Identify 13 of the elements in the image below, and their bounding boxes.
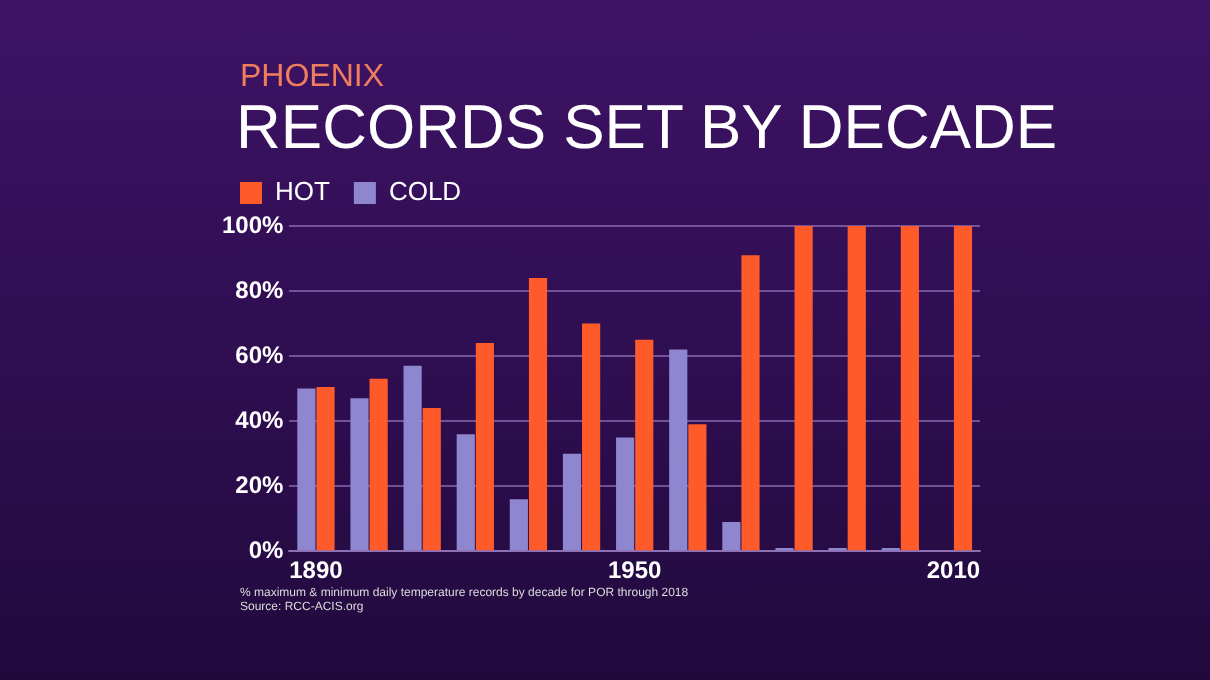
legend-label: HOT (275, 176, 330, 207)
x-tick-label: 1950 (607, 556, 663, 585)
y-tick-label: 0% (248, 535, 285, 564)
y-tick-label: 100% (221, 210, 285, 239)
x-tick-label: 1890 (289, 556, 344, 585)
chart-title: RECORDS SET BY DECADE (236, 92, 1058, 164)
legend-label: COLD (388, 176, 462, 207)
y-tick-label: 40% (235, 405, 285, 434)
x-tick-label: 2010 (926, 556, 981, 585)
y-tick-label: 60% (235, 340, 285, 369)
chart-subtitle: PHOENIX (240, 60, 385, 96)
y-tick-label: 80% (235, 275, 285, 304)
y-tick-label: 20% (235, 470, 285, 499)
